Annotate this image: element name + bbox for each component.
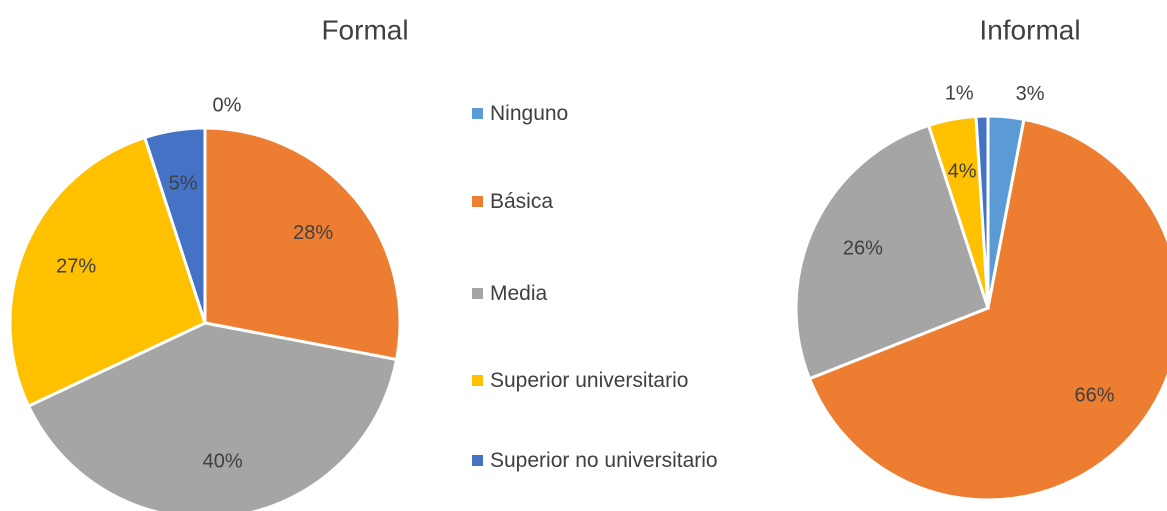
pie-slice xyxy=(8,135,207,409)
data-label: 5% xyxy=(169,173,198,195)
legend-swatch xyxy=(472,196,483,207)
legend-entry: Superior no universitario xyxy=(472,444,722,477)
legend-entry: Ninguno xyxy=(472,97,722,130)
legend-entry: Media xyxy=(472,277,722,310)
data-label: 28% xyxy=(293,222,333,244)
legend-swatch xyxy=(472,108,483,119)
legend-label: Ninguno xyxy=(490,102,569,125)
legend-label: Básica xyxy=(490,190,554,213)
data-label: 27% xyxy=(56,256,96,278)
legend-swatch xyxy=(472,375,483,386)
pie-slice xyxy=(794,123,990,381)
pie-slice xyxy=(26,321,399,511)
legend-entry: Superior universitario xyxy=(472,364,722,397)
legend-label: Superior universitario xyxy=(490,369,689,392)
pie-slice xyxy=(807,117,1167,502)
data-label: 4% xyxy=(948,160,977,182)
data-label: 0% xyxy=(213,94,242,116)
pie-slice xyxy=(142,126,207,324)
data-label: 26% xyxy=(843,237,883,259)
legend-entry: Básica xyxy=(472,185,722,218)
legend-swatch xyxy=(472,455,483,466)
chart-title: Informal xyxy=(979,14,1080,45)
data-label: 66% xyxy=(1075,384,1115,406)
data-label: 1% xyxy=(945,82,974,104)
pie-slice xyxy=(974,114,990,309)
legend-label: Superior no universitario xyxy=(490,449,718,472)
chart-title: Formal xyxy=(321,14,408,45)
data-label: 3% xyxy=(1016,83,1045,105)
legend-swatch xyxy=(472,288,483,299)
legend-label: Media xyxy=(490,282,548,305)
data-label: 40% xyxy=(203,451,243,473)
pie-slice xyxy=(203,126,402,362)
